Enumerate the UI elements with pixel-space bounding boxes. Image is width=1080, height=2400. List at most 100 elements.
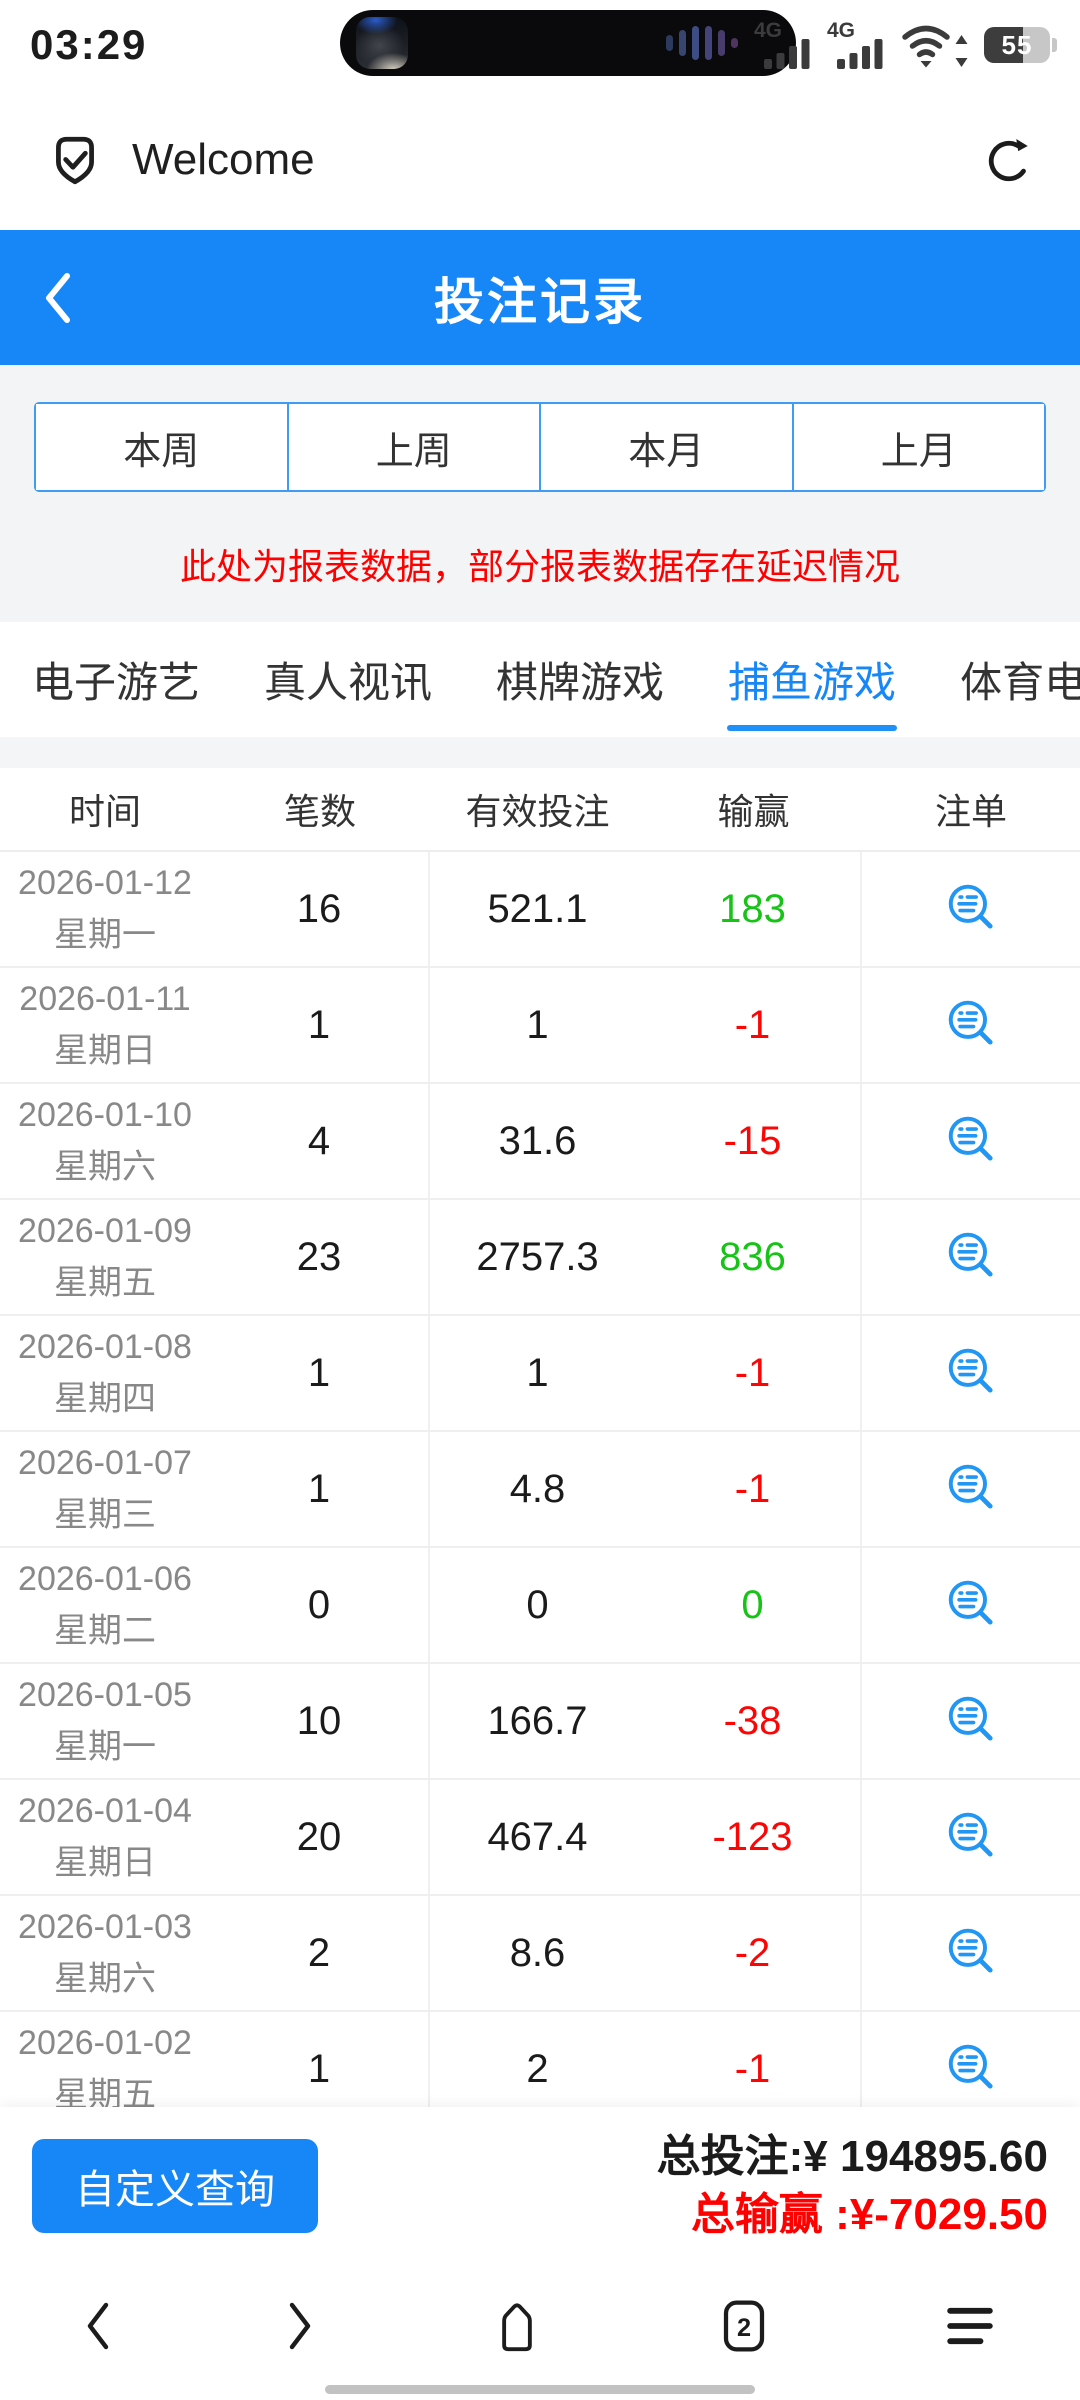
category-tab[interactable]: 棋牌游戏 bbox=[496, 659, 665, 706]
win-loss-cell: 0 bbox=[645, 1548, 862, 1662]
valid-bet-cell: 521.1 bbox=[487, 886, 588, 931]
order-detail-button[interactable] bbox=[862, 968, 1080, 1082]
order-detail-button[interactable] bbox=[862, 1200, 1080, 1314]
battery-level: 55 bbox=[1001, 29, 1033, 60]
column-header-order: 注单 bbox=[934, 791, 1007, 832]
refresh-icon bbox=[988, 138, 1028, 182]
date-value: 2026-01-09 bbox=[18, 1212, 192, 1250]
order-detail-button[interactable] bbox=[862, 2012, 1080, 2107]
nav-forward-button[interactable] bbox=[288, 2301, 314, 2351]
valid-bet-cell: 2757.3 bbox=[476, 1234, 599, 1279]
category-tab[interactable]: 电子游艺 bbox=[32, 659, 201, 706]
table-row: 2026-01-11 星期日 1 1 -1 bbox=[0, 968, 1080, 1084]
refresh-button[interactable] bbox=[984, 135, 1034, 185]
date-value: 2026-01-02 bbox=[18, 2024, 192, 2062]
weekday-value: 星期五 bbox=[54, 1264, 156, 1302]
valid-bet-cell: 0 bbox=[526, 1582, 549, 1627]
order-detail-button[interactable] bbox=[862, 1780, 1080, 1894]
win-loss-cell: -38 bbox=[645, 1664, 862, 1778]
bet-count-cell: 0 bbox=[210, 1548, 430, 1662]
category-tab[interactable]: 真人视讯 bbox=[264, 659, 433, 706]
nav-home-button[interactable] bbox=[491, 2299, 543, 2353]
bet-records-table: 2026-01-12 星期一 16 521.1 183 2026-01-11 星… bbox=[0, 852, 1080, 2107]
period-filter-button[interactable]: 本周 bbox=[36, 404, 289, 490]
nav-tabs-button[interactable]: 2 bbox=[721, 2298, 767, 2354]
gesture-handle[interactable] bbox=[325, 2385, 755, 2394]
weekday-value: 星期三 bbox=[54, 1496, 156, 1534]
signal-bars-icon bbox=[764, 39, 810, 69]
period-filter-button[interactable]: 上月 bbox=[793, 404, 1044, 490]
weekday-value: 星期六 bbox=[54, 1148, 156, 1186]
win-loss-cell: -1 bbox=[645, 2012, 862, 2107]
weekday-value: 星期六 bbox=[54, 1960, 156, 1998]
signal-icon-sim1: 4G bbox=[754, 19, 812, 71]
section-divider bbox=[0, 737, 1080, 768]
date-cell: 2026-01-12 星期一 bbox=[0, 852, 210, 966]
status-icons: 77.9 KB/s 4G 4G bbox=[691, 19, 1057, 71]
table-row: 2026-01-12 星期一 16 521.1 183 bbox=[0, 852, 1080, 968]
order-search-icon bbox=[948, 2044, 993, 2089]
page-header: 投注记录 bbox=[0, 230, 1080, 365]
date-cell: 2026-01-06 星期二 bbox=[0, 1548, 210, 1662]
shield-check-icon bbox=[56, 136, 94, 185]
table-row: 2026-01-10 星期六 4 31.6 -15 bbox=[0, 1084, 1080, 1200]
date-value: 2026-01-11 bbox=[19, 980, 191, 1018]
signal-icon-sim2: 4G bbox=[827, 19, 885, 71]
order-search-icon bbox=[948, 1116, 993, 1161]
weekday-value: 星期五 bbox=[54, 2076, 156, 2107]
order-search-icon bbox=[948, 1464, 993, 1509]
win-loss-cell: -123 bbox=[645, 1780, 862, 1894]
column-header-valid-bet: 有效投注 bbox=[465, 791, 610, 832]
summary-footer: 自定义查询 总投注:¥ 194895.60 总输赢 :¥-7029.50 bbox=[0, 2107, 1080, 2265]
filter-section: 本周 上周 本月 上月 此处为报表数据，部分报表数据存在延迟情况 bbox=[0, 365, 1080, 622]
valid-bet-cell: 467.4 bbox=[487, 1814, 588, 1859]
order-detail-button[interactable] bbox=[862, 1548, 1080, 1662]
category-tab[interactable]: 捕鱼游戏 bbox=[728, 622, 896, 737]
back-button[interactable] bbox=[40, 230, 74, 365]
tab-count: 2 bbox=[736, 2314, 750, 2342]
order-detail-button[interactable] bbox=[862, 852, 1080, 966]
column-header-win-loss: 输赢 bbox=[717, 791, 790, 832]
date-cell: 2026-01-07 星期三 bbox=[0, 1432, 210, 1546]
category-tabs: 电子游艺 真人视讯 棋牌游戏 捕鱼游戏 体育电竞 bbox=[0, 622, 1080, 737]
camera-notch-pill bbox=[340, 10, 796, 76]
date-value: 2026-01-04 bbox=[18, 1792, 192, 1830]
nav-back-button[interactable] bbox=[84, 2301, 110, 2351]
win-loss-cell: -1 bbox=[645, 968, 862, 1082]
win-loss-cell: 183 bbox=[645, 852, 862, 966]
order-search-icon bbox=[948, 1580, 993, 1625]
order-detail-button[interactable] bbox=[862, 1316, 1080, 1430]
bet-count-cell: 4 bbox=[210, 1084, 430, 1198]
period-filter-button[interactable]: 本月 bbox=[541, 404, 794, 490]
browser-nav-bar: 2 bbox=[0, 2265, 1080, 2400]
order-detail-button[interactable] bbox=[862, 1896, 1080, 2010]
bet-count-cell: 2 bbox=[210, 1896, 430, 2010]
win-loss-cell: 836 bbox=[645, 1200, 862, 1314]
bet-count-cell: 10 bbox=[210, 1664, 430, 1778]
bet-count-cell: 23 bbox=[210, 1200, 430, 1314]
category-tab[interactable]: 体育电竞 bbox=[960, 659, 1080, 706]
order-search-icon bbox=[948, 1348, 993, 1393]
date-cell: 2026-01-03 星期六 bbox=[0, 1896, 210, 2010]
nav-menu-button[interactable] bbox=[944, 2305, 996, 2347]
browser-bar: Welcome bbox=[0, 90, 1080, 230]
date-value: 2026-01-03 bbox=[18, 1908, 192, 1946]
wifi-traffic-arrows-icon bbox=[955, 35, 968, 67]
order-detail-button[interactable] bbox=[862, 1432, 1080, 1546]
order-detail-button[interactable] bbox=[862, 1084, 1080, 1198]
date-cell: 2026-01-02 星期五 bbox=[0, 2012, 210, 2107]
win-loss-cell: -15 bbox=[645, 1084, 862, 1198]
back-chevron-icon bbox=[46, 272, 70, 323]
order-search-icon bbox=[948, 1232, 993, 1277]
period-filter-button[interactable]: 上周 bbox=[288, 404, 541, 490]
weekday-value: 星期日 bbox=[54, 1844, 156, 1882]
custom-query-button[interactable]: 自定义查询 bbox=[32, 2139, 318, 2233]
order-search-icon bbox=[948, 1000, 993, 1045]
win-loss-cell: -1 bbox=[645, 1432, 862, 1546]
order-detail-button[interactable] bbox=[862, 1664, 1080, 1778]
pip-video-thumbnail bbox=[356, 17, 408, 69]
audio-waveform-icon bbox=[666, 26, 738, 60]
weekday-value: 星期四 bbox=[54, 1380, 156, 1418]
order-search-icon bbox=[948, 1928, 993, 1973]
date-cell: 2026-01-04 星期日 bbox=[0, 1780, 210, 1894]
